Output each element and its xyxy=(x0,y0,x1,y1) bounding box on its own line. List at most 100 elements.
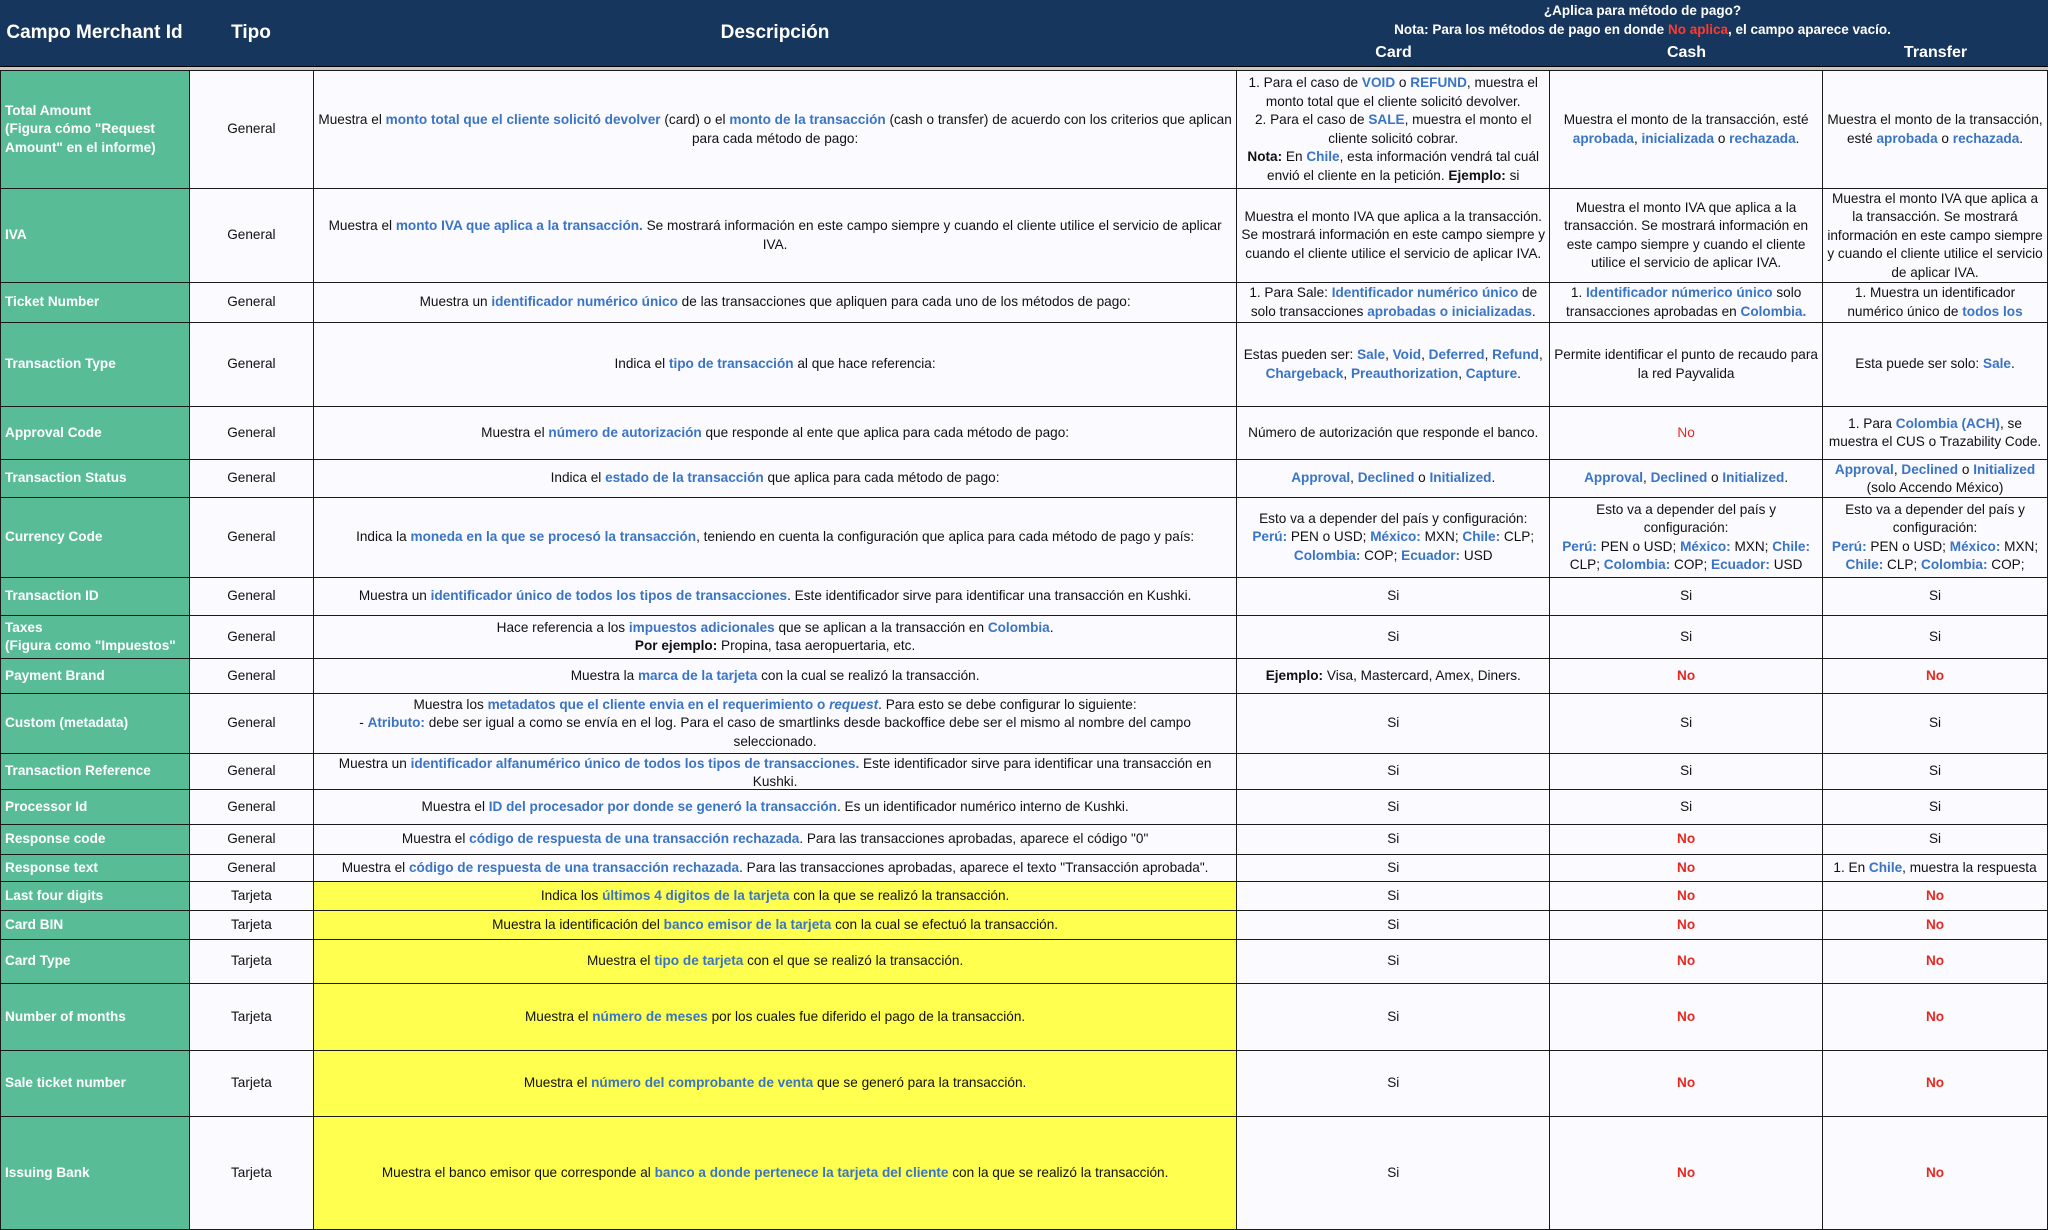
transfer-cell: Si xyxy=(1822,824,2048,855)
transfer-cell: Esto va a depender del país y configurac… xyxy=(1822,497,2048,578)
card-text: Si xyxy=(1241,859,1545,878)
highlight-text: Initialized xyxy=(1973,461,2036,477)
cash-text: 1. Identificador númerico único solo tra… xyxy=(1554,284,1818,321)
text-segment: debe ser igual a como se envía en el log… xyxy=(424,715,1191,749)
note-text: Nota: Para los métodos de pago en donde xyxy=(1394,21,1668,37)
highlight-text: Ejemplo: xyxy=(1265,667,1324,683)
field-type: Tarjeta xyxy=(230,1008,272,1024)
text-segment: , muestra la respuesta xyxy=(1902,859,2037,875)
card-text: Si xyxy=(1241,952,1545,971)
card-cell: Si xyxy=(1236,910,1551,940)
type-cell: General xyxy=(188,188,314,283)
field-name-cell: Taxes (Figura como "Impuestos" xyxy=(0,615,190,659)
card-text: Si xyxy=(1241,887,1545,906)
desc-text: Muestra el número de meses por los cuale… xyxy=(318,1008,1232,1027)
text-segment: Visa, Mastercard, Amex, Diners. xyxy=(1323,667,1521,683)
cash-text: No xyxy=(1554,667,1818,686)
text-segment: Número de autorización que responde el b… xyxy=(1248,424,1539,440)
highlight-text: código de respuesta de una transacción r… xyxy=(408,859,740,875)
card-cell: Si xyxy=(1236,615,1551,659)
text-segment: , xyxy=(1385,347,1393,362)
field-type: General xyxy=(227,588,276,604)
text-segment: , xyxy=(1458,365,1466,381)
text-segment: Si xyxy=(1387,887,1400,903)
highlight-text: banco a donde pertenece la tarjeta del c… xyxy=(654,1164,949,1180)
text-segment: , xyxy=(1538,347,1543,362)
type-cell: General xyxy=(188,615,314,659)
highlight-text: banco emisor de la tarjeta xyxy=(663,916,832,932)
field-type: General xyxy=(227,356,276,372)
transfer-cell: No xyxy=(1822,1050,2048,1117)
highlight-text: Initialized xyxy=(1722,470,1785,486)
field-type: General xyxy=(227,715,276,731)
cash-cell: Si xyxy=(1549,615,1824,659)
transfer-text: No xyxy=(1827,916,2043,935)
text-segment: al que hace referencia: xyxy=(793,356,936,372)
text-segment: de solo transacciones xyxy=(1250,285,1538,319)
text-segment: Muestra el xyxy=(401,831,470,847)
field-name-cell: Response text xyxy=(0,854,190,882)
transfer-cell: No xyxy=(1822,881,2048,911)
desc-text: Indica el estado de la transacción que a… xyxy=(318,469,1232,488)
desc-cell: Muestra el código de respuesta de una tr… xyxy=(312,824,1238,855)
cash-text: Si xyxy=(1554,628,1818,647)
card-text: Approval, Declined o Initialized. xyxy=(1241,469,1545,488)
text-segment: Muestra la xyxy=(570,667,638,683)
highlight-text: Initialized xyxy=(1429,470,1492,486)
desc-cell: Muestra un identificador alfanumérico ún… xyxy=(312,753,1238,790)
text-segment: Si xyxy=(1928,628,1942,644)
highlight-text: monto IVA que aplica a la transacción. xyxy=(395,218,643,233)
highlight-text: REFUND xyxy=(1410,75,1467,90)
highlight-text: tipo de transacción xyxy=(668,356,794,372)
desc-text: Indica los últimos 4 digitos de la tarje… xyxy=(318,887,1232,906)
table-row-transaction-reference: Transaction Reference General Muestra un i… xyxy=(0,753,2048,790)
header-divider xyxy=(0,66,2048,71)
table-row-transaction-type: Transaction Type General Indica el tipo de… xyxy=(0,322,2048,407)
highlight-text: inicializada xyxy=(1641,130,1715,146)
card-text: Esto va a depender del país y configurac… xyxy=(1241,510,1545,566)
text-segment: Si xyxy=(1680,798,1693,814)
cash-cell: Muestra el monto de la transacción, esté… xyxy=(1549,70,1824,189)
no-label: No xyxy=(1925,1008,1945,1024)
text-segment: que se generó para la transacción. xyxy=(813,1075,1027,1091)
text-segment: Si xyxy=(1387,916,1400,932)
text-segment: Si xyxy=(1928,715,1942,731)
type-cell: General xyxy=(188,70,314,189)
desc-cell: Muestra el monto total que el cliente so… xyxy=(312,70,1238,189)
field-type: General xyxy=(227,121,276,137)
transfer-text: No xyxy=(1827,667,2043,686)
cash-text: No xyxy=(1554,1008,1818,1027)
text-segment: 1. Para Sale: xyxy=(1249,285,1332,300)
card-text: Si xyxy=(1241,916,1545,935)
text-segment: Permite identificar el punto de recaudo … xyxy=(1554,347,1818,381)
text-segment: Indica el xyxy=(550,470,606,486)
desc-text: Muestra la identificación del banco emis… xyxy=(318,916,1232,935)
card-cell: Si xyxy=(1236,693,1551,754)
field-type: General xyxy=(227,628,276,644)
desc-cell: Muestra la identificación del banco emis… xyxy=(312,910,1238,940)
highlight-text: Identificador númerico único xyxy=(1586,285,1773,300)
text-segment: , muestra el monto total que el cliente … xyxy=(1254,75,1538,127)
card-text: Si xyxy=(1241,628,1545,647)
no-label: No xyxy=(1925,1075,1945,1091)
highlight-text: estado de la transacción xyxy=(605,470,764,486)
text-segment: Si xyxy=(1387,859,1400,875)
transfer-text: No xyxy=(1827,1074,2043,1093)
text-segment: . xyxy=(1049,619,1054,635)
text-segment: Esto va a depender del país y configurac… xyxy=(1259,510,1528,526)
no-label: No xyxy=(1925,916,1945,932)
text-segment: COP; xyxy=(1360,547,1402,563)
field-name: Response code xyxy=(5,831,106,847)
text-segment: que responde al ente que aplica para cad… xyxy=(701,424,1070,440)
highlight-text: Ecuador: xyxy=(1711,557,1770,572)
cash-text: Si xyxy=(1554,798,1818,817)
text-segment: o xyxy=(1707,470,1723,486)
text-segment: . xyxy=(1491,470,1496,486)
field-type: General xyxy=(227,831,276,847)
highlight-text: aprobadas o inicializadas xyxy=(1367,303,1532,319)
transfer-text: Si xyxy=(1827,798,2043,817)
cash-text: No xyxy=(1554,887,1818,906)
text-segment: con la que se realizó la transacción. xyxy=(789,887,1010,903)
highlight-text: Declined xyxy=(1650,470,1708,486)
text-segment: Muestra el xyxy=(421,798,489,814)
